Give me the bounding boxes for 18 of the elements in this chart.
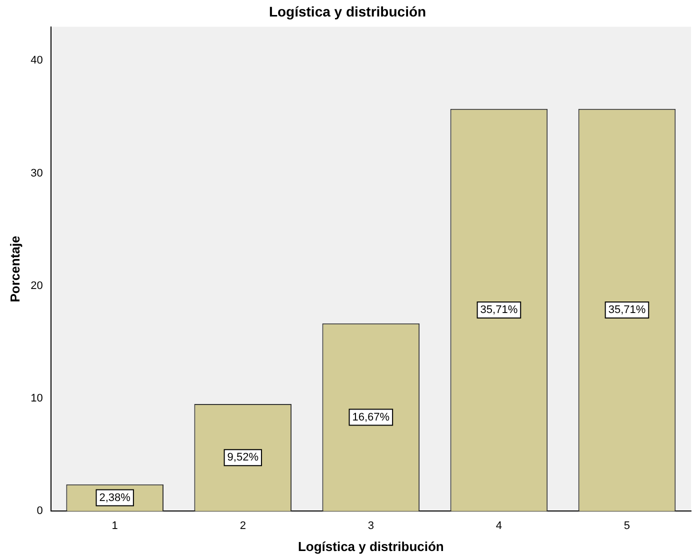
y-tick-label: 40 — [30, 54, 43, 67]
x-tick-label: 3 — [368, 520, 374, 532]
data-label: 9,52% — [227, 452, 259, 464]
x-tick-label: 2 — [240, 520, 246, 532]
data-label: 2,38% — [99, 492, 131, 504]
y-tick-label: 30 — [30, 167, 43, 180]
y-tick-label: 0 — [36, 505, 43, 518]
x-tick-label: 5 — [624, 520, 630, 532]
y-tick-label: 20 — [30, 280, 43, 292]
x-axis-title: Logística y distribución — [298, 538, 444, 554]
chart-title: Logística y distribución — [268, 3, 426, 20]
x-tick-label: 4 — [496, 520, 502, 532]
y-tick-label: 10 — [30, 392, 43, 405]
data-label: 16,67% — [352, 411, 390, 424]
data-label: 35,71% — [608, 304, 646, 316]
x-tick-label: 1 — [112, 520, 118, 532]
data-label: 35,71% — [480, 304, 518, 316]
y-axis-title: Porcentaje — [7, 236, 22, 302]
